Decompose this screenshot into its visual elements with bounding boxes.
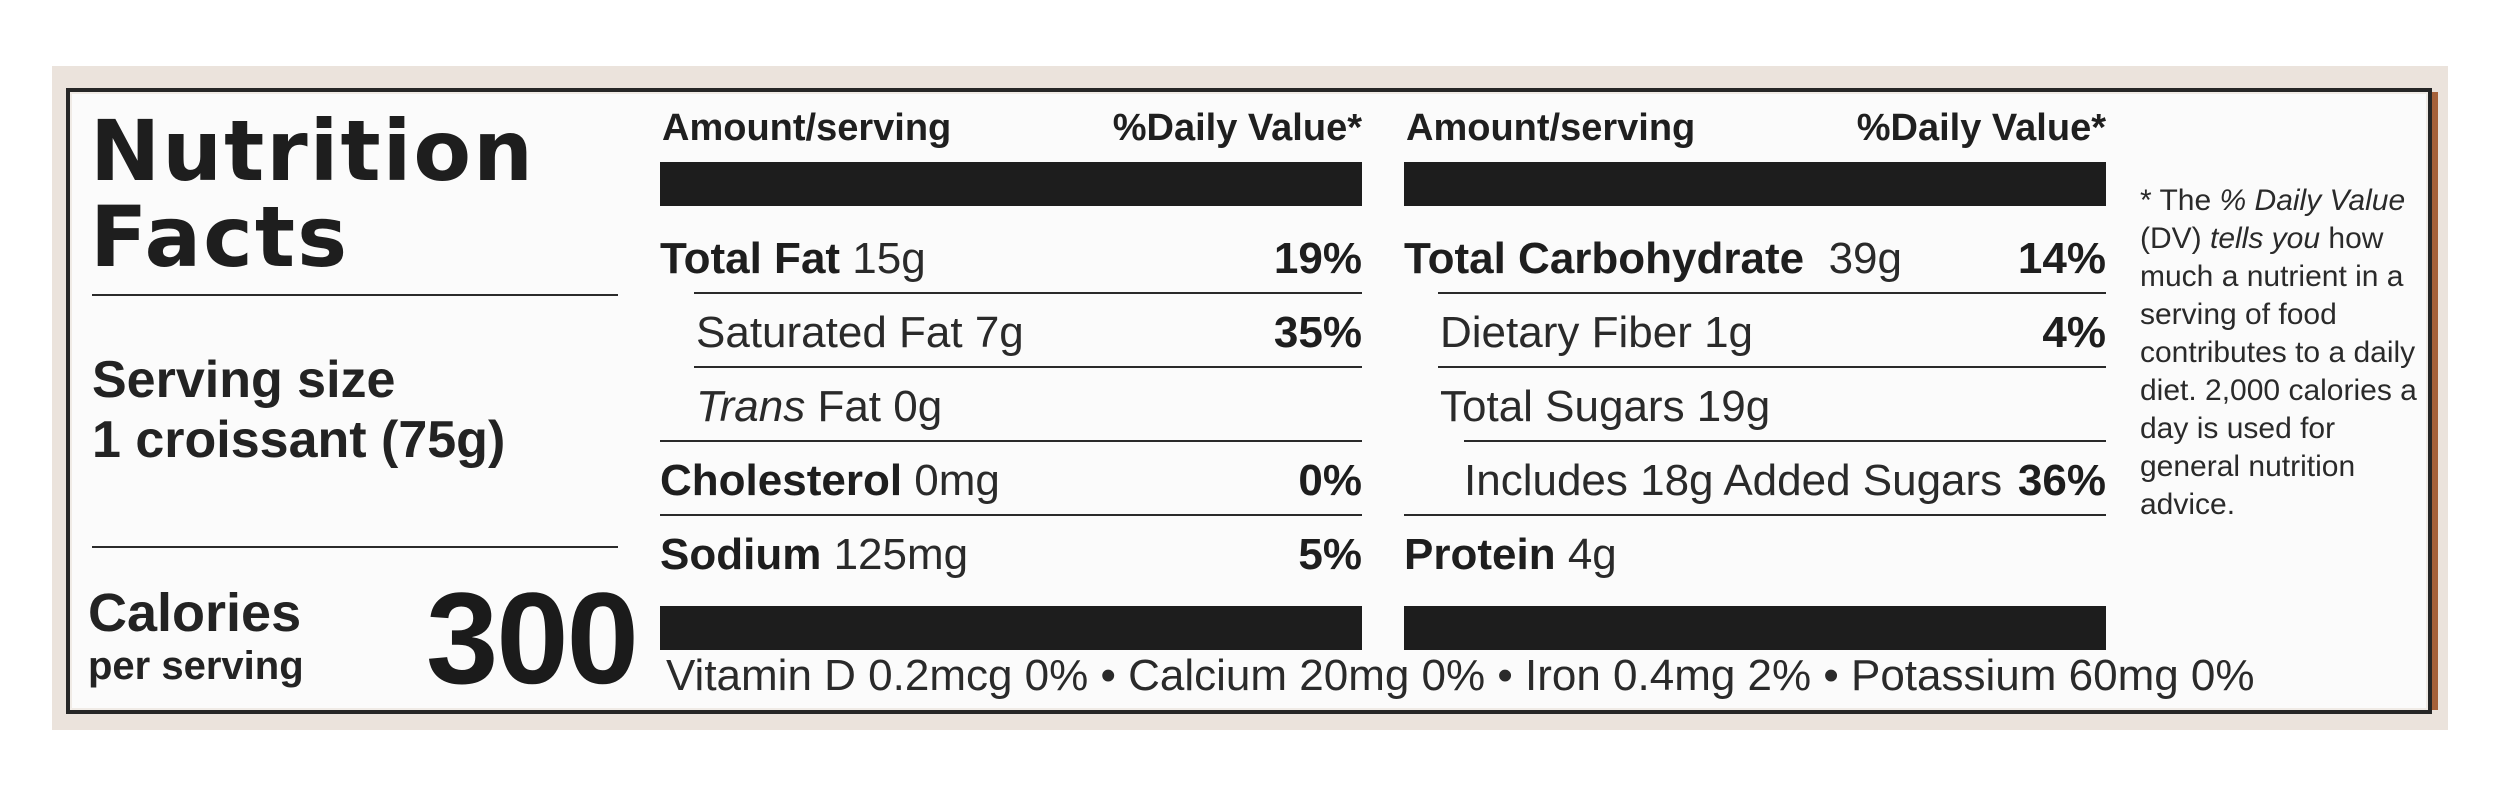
nutrient-name: Protein [1404, 530, 1556, 579]
nutrient-name: Total Sugars 19g [1440, 382, 1771, 431]
nutrient-name: Includes 18g Added Sugars [1464, 456, 2003, 505]
nutrition-facts-title: Nutrition Facts [90, 108, 650, 280]
nutrient-row-added-sugars: Includes 18g Added Sugars 36% [1404, 442, 2106, 516]
nutrient-row-saturated-fat: Saturated Fat 7g 35% [660, 294, 1362, 368]
nutrient-amount: 39g [1828, 234, 1902, 283]
nutrient-name-italic: Trans [696, 382, 806, 431]
nutrient-row-protein: Protein 4g [1404, 516, 2106, 590]
nutrient-name: Cholesterol [660, 456, 903, 505]
row-divider [1438, 366, 2106, 368]
thick-rule-bottom [660, 606, 1362, 650]
nutrient-dv: 19% [1273, 234, 1362, 283]
nutrient-name: Sodium [660, 530, 822, 579]
row-divider [1438, 292, 2106, 294]
nutrient-dv: 4% [2042, 308, 2106, 357]
nutrient-amount: 0mg [914, 456, 1000, 505]
nutrient-dv: 36% [2017, 456, 2106, 505]
row-divider [660, 514, 1362, 516]
serving-divider [92, 546, 618, 548]
footnote-text: how much a nutrient in a serving of food… [2140, 222, 2417, 521]
nutrient-dv: 0% [1298, 456, 1362, 505]
nutrient-dv: 5% [1298, 530, 1362, 579]
daily-value-header: %Daily Value* [1112, 107, 1362, 149]
footnote-dv-abbr: (DV) [2140, 222, 2202, 255]
nutrient-row-total-sugars: Total Sugars 19g [1404, 368, 2106, 442]
title-line-2: Facts [90, 188, 350, 286]
calories-label: Calories [88, 583, 302, 643]
title-line-1: Nutrition [90, 102, 535, 200]
thick-rule-top [660, 162, 1362, 206]
footnote-tells: tells you [2210, 222, 2321, 255]
row-divider [660, 440, 1362, 442]
nutrient-name: Fat 0g [817, 382, 943, 431]
footnote-dv-term: % Daily Value [2219, 184, 2406, 217]
nutrition-facts-label: Nutrition Facts Serving size 1 croissant… [66, 88, 2438, 714]
nutrient-column-1: Amount/serving %Daily Value* Total Fat 1… [656, 106, 1362, 666]
vitamins-minerals-line: Vitamin D 0.2mcg 0% • Calcium 20mg 0% • … [666, 651, 2255, 700]
nutrient-column-2: Amount/serving %Daily Value* Total Carbo… [1400, 106, 2106, 666]
row-divider [1464, 440, 2106, 442]
nutrient-row-cholesterol: Cholesterol 0mg 0% [660, 442, 1362, 516]
calories-value: 300 [426, 565, 639, 711]
calories-sublabel: per serving [88, 644, 304, 688]
nutrient-amount: 125mg [833, 530, 969, 579]
nutrient-row-trans-fat: Trans Fat 0g [660, 368, 1362, 442]
nutrient-name: Total Carbohydrate [1404, 234, 1805, 283]
serving-size-label: Serving size [92, 351, 396, 409]
nutrient-row-total-carbohydrate: Total Carbohydrate 39g 14% [1404, 220, 2106, 294]
nutrient-dv: 14% [2017, 234, 2106, 283]
thick-rule-bottom [1404, 606, 2106, 650]
nutrient-name: Total Fat [660, 234, 841, 283]
nutrient-amount: 4g [1567, 530, 1617, 579]
nutrient-row-total-fat: Total Fat 15g 19% [660, 220, 1362, 294]
daily-value-header: %Daily Value* [1856, 107, 2106, 149]
thick-rule-top [1404, 162, 2106, 206]
row-divider [1404, 514, 2106, 516]
amount-serving-header: Amount/serving [1406, 107, 1696, 149]
title-divider [92, 294, 618, 296]
serving-size-value: 1 croissant (75g) [92, 411, 506, 469]
amount-serving-header: Amount/serving [662, 107, 952, 149]
nutrient-name: Saturated Fat 7g [696, 308, 1024, 357]
nutrient-amount: 15g [852, 234, 926, 283]
nutrient-row-sodium: Sodium 125mg 5% [660, 516, 1362, 590]
nutrient-dv: 35% [1273, 308, 1362, 357]
daily-value-footnote: * The % Daily Value (DV) tells you how m… [2140, 182, 2440, 524]
nutrient-name: Dietary Fiber 1g [1440, 308, 1754, 357]
row-divider [694, 366, 1362, 368]
nutrient-row-dietary-fiber: Dietary Fiber 1g 4% [1404, 294, 2106, 368]
row-divider [694, 292, 1362, 294]
footnote-star: * The [2140, 184, 2212, 217]
